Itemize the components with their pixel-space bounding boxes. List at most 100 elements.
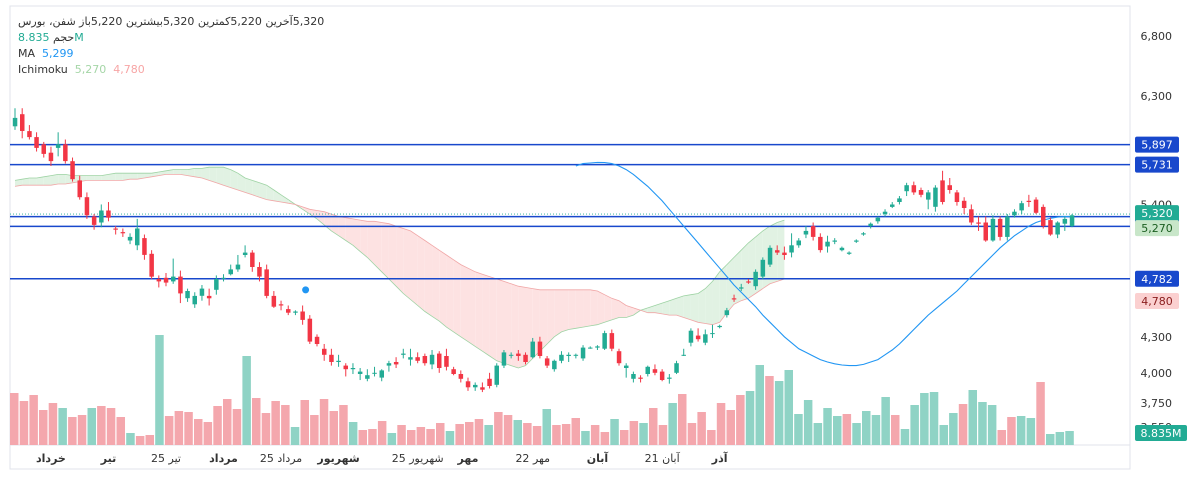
candle-body[interactable] <box>235 264 241 270</box>
candle-body[interactable] <box>911 185 917 193</box>
candle-body[interactable] <box>20 114 25 131</box>
candle-body[interactable] <box>444 356 449 367</box>
candle-body[interactable] <box>990 218 996 241</box>
candle-body[interactable] <box>458 374 464 379</box>
candle-body[interactable] <box>947 185 953 190</box>
candle-body[interactable] <box>221 277 226 279</box>
candle-body[interactable] <box>645 366 651 374</box>
candle-body[interactable] <box>350 368 356 370</box>
candle-body[interactable] <box>710 333 715 335</box>
candle-body[interactable] <box>595 346 600 348</box>
candle-body[interactable] <box>1012 211 1017 216</box>
candle-body[interactable] <box>753 271 758 287</box>
candle-body[interactable] <box>868 223 873 227</box>
candle-body[interactable] <box>300 311 305 320</box>
candle-body[interactable] <box>214 279 219 290</box>
candle-body[interactable] <box>494 365 500 385</box>
candle-body[interactable] <box>875 217 881 222</box>
candle-body[interactable] <box>41 144 47 154</box>
candle-body[interactable] <box>329 354 334 362</box>
candle-body[interactable] <box>882 211 888 215</box>
candle-body[interactable] <box>926 192 931 200</box>
candle-body[interactable] <box>199 288 205 296</box>
candle-body[interactable] <box>602 333 607 349</box>
candle-body[interactable] <box>997 218 1003 237</box>
candle-body[interactable] <box>451 369 456 374</box>
candle-body[interactable] <box>976 222 981 224</box>
candle-body[interactable] <box>544 358 550 366</box>
candle-body[interactable] <box>588 347 593 349</box>
candle-body[interactable] <box>192 295 198 305</box>
candle-body[interactable] <box>695 335 701 340</box>
candle-body[interactable] <box>408 357 413 360</box>
candle-body[interactable] <box>156 279 162 282</box>
candle-body[interactable] <box>1069 215 1075 227</box>
candle-body[interactable] <box>55 144 61 148</box>
candle-body[interactable] <box>825 241 830 247</box>
candle-body[interactable] <box>674 363 679 373</box>
candle-body[interactable] <box>242 252 248 255</box>
candle-body[interactable] <box>487 378 492 386</box>
candle-body[interactable] <box>48 152 54 162</box>
candle-body[interactable] <box>904 185 909 192</box>
candle-body[interactable] <box>1033 199 1039 213</box>
candle-body[interactable] <box>501 352 507 366</box>
candle-body[interactable] <box>113 228 118 230</box>
candle-body[interactable] <box>386 363 392 366</box>
candle-body[interactable] <box>818 236 823 251</box>
candle-body[interactable] <box>250 252 255 267</box>
candle-body[interactable] <box>810 226 816 237</box>
candle-body[interactable] <box>278 304 284 306</box>
candle-body[interactable] <box>1062 218 1068 224</box>
candle-body[interactable] <box>293 311 298 313</box>
candle-body[interactable] <box>142 238 147 255</box>
candle-body[interactable] <box>336 360 341 362</box>
candle-body[interactable] <box>401 353 406 355</box>
candle-body[interactable] <box>638 377 643 379</box>
candle-body[interactable] <box>580 347 586 359</box>
candle-body[interactable] <box>415 357 420 361</box>
candle-body[interactable] <box>322 348 327 355</box>
candle-body[interactable] <box>422 356 428 364</box>
candle-body[interactable] <box>480 387 485 390</box>
candle-body[interactable] <box>1041 206 1046 227</box>
candle-body[interactable] <box>206 295 212 299</box>
candle-body[interactable] <box>437 353 442 368</box>
candle-body[interactable] <box>178 276 183 294</box>
candle-body[interactable] <box>91 216 97 225</box>
candle-body[interactable] <box>257 267 262 277</box>
candle-body[interactable] <box>961 200 967 208</box>
candle-body[interactable] <box>746 281 751 283</box>
candle-body[interactable] <box>34 137 39 148</box>
candle-body[interactable] <box>846 252 852 254</box>
candle-body[interactable] <box>839 247 845 251</box>
candle-body[interactable] <box>940 180 945 202</box>
candle-body[interactable] <box>1005 216 1010 237</box>
candle-body[interactable] <box>120 232 126 234</box>
candle-body[interactable] <box>365 375 370 379</box>
candle-body[interactable] <box>832 240 838 242</box>
candle-body[interactable] <box>1048 220 1053 235</box>
candle-body[interactable] <box>286 309 291 313</box>
candle-body[interactable] <box>537 341 543 356</box>
candle-body[interactable] <box>688 330 694 343</box>
candle-body[interactable] <box>616 351 622 364</box>
candle-body[interactable] <box>228 269 234 275</box>
candle-body[interactable] <box>465 381 471 388</box>
candle-body[interactable] <box>703 334 708 343</box>
candle-body[interactable] <box>357 371 363 374</box>
candle-body[interactable] <box>429 354 435 365</box>
candle-body[interactable] <box>631 374 636 379</box>
candle-body[interactable] <box>1026 200 1032 202</box>
candle-body[interactable] <box>918 190 924 195</box>
candle-body[interactable] <box>393 362 399 365</box>
candle-body[interactable] <box>760 259 766 277</box>
candle-body[interactable] <box>530 341 536 358</box>
candle-body[interactable] <box>861 233 866 235</box>
candle-body[interactable] <box>803 230 809 235</box>
candle-body[interactable] <box>77 180 83 198</box>
candle-body[interactable] <box>854 240 859 242</box>
candle-body[interactable] <box>27 131 32 138</box>
candle-body[interactable] <box>796 240 802 246</box>
